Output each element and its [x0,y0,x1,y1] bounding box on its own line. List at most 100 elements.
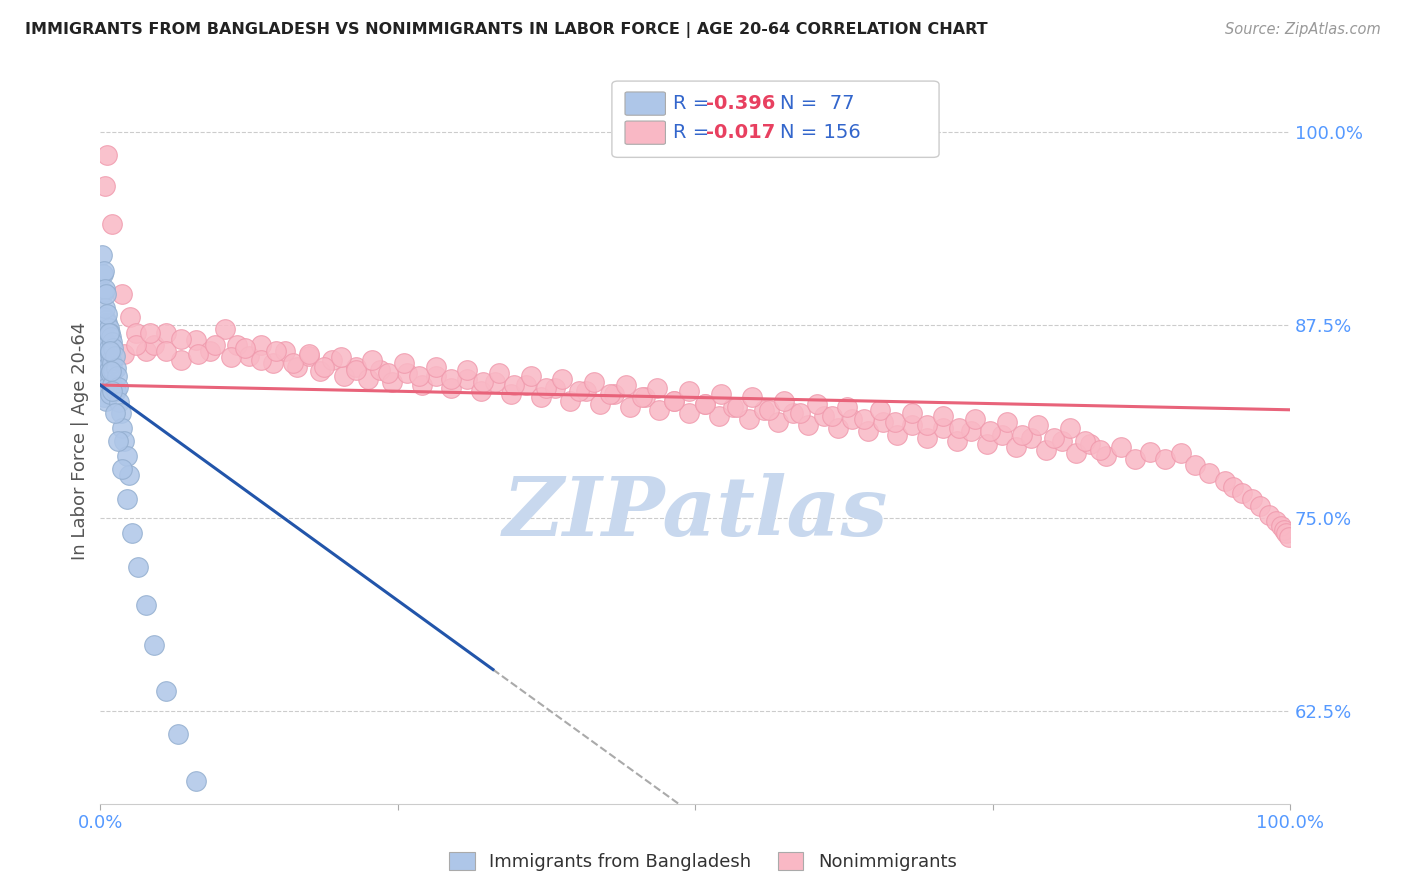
Point [630,391,652,405]
Point [995,415,1018,429]
Point [93,310,115,324]
Point [544,381,567,395]
Point [841,412,863,426]
Point [120,310,142,324]
Point [856,425,879,439]
Point [333,368,356,383]
Point [368,362,391,376]
Point [662,393,685,408]
Point [297,347,319,361]
FancyBboxPatch shape [626,121,665,145]
Point [108,395,131,409]
Point [707,409,730,423]
Point [900,406,922,420]
Point [963,412,986,426]
Point [738,412,761,426]
Point [329,350,352,364]
Point [187,347,209,361]
Point [111,461,134,475]
Point [425,359,447,374]
Y-axis label: In Labor Force | Age 20-64: In Labor Force | Age 20-64 [72,322,89,560]
Point [1264,514,1286,528]
Point [214,322,236,336]
Point [806,396,828,410]
Point [101,356,124,370]
Point [484,375,506,389]
Point [204,338,226,352]
Point [219,350,242,364]
Point [100,353,122,368]
Point [884,415,907,429]
Point [648,402,671,417]
Point [614,378,637,392]
Point [94,378,117,392]
Point [142,338,165,352]
Point [91,379,114,393]
Point [170,353,193,368]
Point [96,393,118,408]
Point [1026,418,1049,433]
Point [135,598,157,612]
Point [1240,492,1263,507]
Point [125,338,148,352]
Point [869,402,891,417]
Point [693,396,716,410]
Point [520,368,543,383]
Point [96,313,118,327]
Point [678,384,700,399]
Point [97,326,120,340]
Point [97,321,120,335]
Point [886,427,908,442]
Point [789,406,811,420]
Point [344,362,367,376]
Point [1059,421,1081,435]
Point [1050,434,1073,448]
Point [470,384,492,399]
Point [90,364,112,378]
Point [127,560,149,574]
Text: IMMIGRANTS FROM BANGLADESH VS NONIMMIGRANTS IN LABOR FORCE | AGE 20-64 CORRELATI: IMMIGRANTS FROM BANGLADESH VS NONIMMIGRA… [25,22,988,38]
Point [101,217,124,231]
Point [98,387,121,401]
Point [96,307,118,321]
Point [101,378,124,392]
Point [98,366,121,380]
Point [100,364,122,378]
Point [91,267,114,281]
Point [226,338,249,352]
Point [634,391,657,405]
Point [98,344,121,359]
Point [1278,530,1301,544]
Point [396,366,419,380]
Point [235,341,257,355]
Point [1109,440,1132,454]
Point [1011,427,1033,442]
FancyBboxPatch shape [626,92,665,115]
Point [96,316,118,330]
Point [1074,434,1097,448]
Point [915,418,938,433]
Point [115,492,138,507]
Point [238,349,260,363]
Point [619,400,641,414]
Point [1078,437,1101,451]
Point [266,344,288,359]
FancyBboxPatch shape [612,81,939,157]
Point [589,396,612,410]
Point [503,378,526,392]
Point [321,353,343,368]
Point [115,449,138,463]
Point [360,353,382,368]
Point [94,356,117,370]
Point [931,409,953,423]
Point [948,421,970,435]
Point [1064,446,1087,460]
Text: N =  77: N = 77 [780,94,855,113]
Point [536,381,558,395]
Text: N = 156: N = 156 [780,123,860,142]
Point [797,418,820,433]
Point [960,425,983,439]
Point [603,387,626,401]
Point [93,349,115,363]
Point [103,341,125,355]
